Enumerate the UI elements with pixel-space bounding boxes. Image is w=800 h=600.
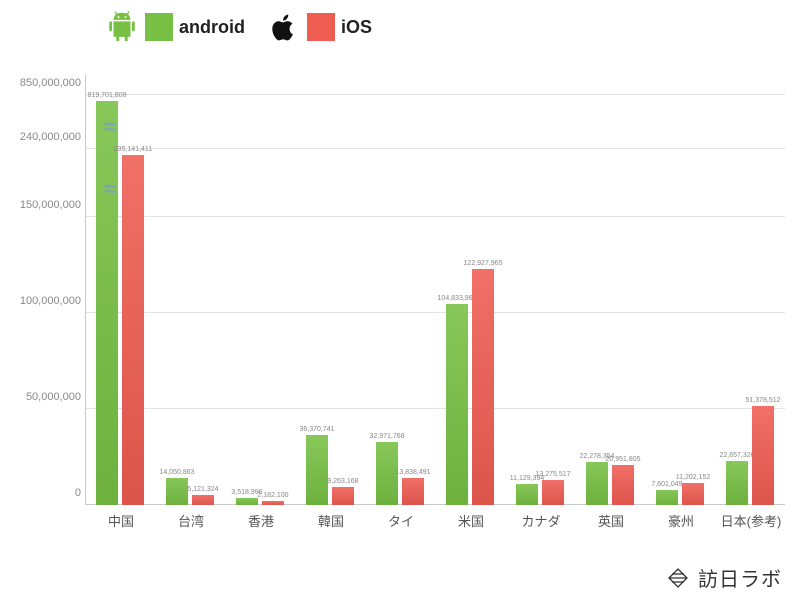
bar-ios: 2,182,100 (262, 501, 284, 505)
bar-value-label: 104,833,969 (438, 295, 477, 302)
apple-icon (267, 10, 301, 44)
bar-value-label: 14,050,863 (159, 469, 194, 476)
bar-ios: 9,263,168 (332, 487, 354, 505)
bar-ios: 51,378,512 (752, 406, 774, 505)
bar-value-label: 32,971,768 (369, 433, 404, 440)
category-label: 豪州 (668, 511, 694, 530)
footer-logo: 訪日ラボ (666, 563, 782, 592)
y-tick-label: 240,000,000 (1, 131, 81, 143)
android-icon (105, 10, 139, 44)
bar-android: 14,050,863 (166, 478, 188, 505)
axis-break-mark: ≈ (104, 120, 112, 133)
bar-ios: 235,141,411 (122, 155, 144, 505)
gridline (86, 408, 785, 409)
category-label: 韓国 (318, 511, 344, 530)
y-tick-label: 0 (1, 487, 81, 499)
bar-ios: 122,927,965 (472, 269, 494, 505)
x-axis-line (86, 504, 785, 505)
legend-swatch-android (145, 13, 173, 41)
bar-value-label: 122,927,965 (464, 260, 503, 267)
bar-ios: 20,951,805 (612, 465, 634, 505)
gridline (86, 312, 785, 313)
bar-android: 819,701,808 (96, 101, 118, 505)
bar-value-label: 5,121,324 (187, 486, 218, 493)
bar-value-label: 51,378,512 (745, 397, 780, 404)
legend-swatch-ios (307, 13, 335, 41)
y-tick-label: 100,000,000 (1, 295, 81, 307)
logo-icon (666, 566, 690, 590)
bar-value-label: 2,182,100 (257, 492, 288, 499)
legend-item-ios: iOS (267, 10, 372, 44)
category-label: 中国 (108, 511, 134, 530)
bar-android: 22,278,354 (586, 462, 608, 505)
category-label: カナダ (521, 511, 560, 530)
y-tick-label: 150,000,000 (1, 199, 81, 211)
category-label: 日本(参考) (721, 511, 782, 530)
bar-android: 36,370,741 (306, 435, 328, 505)
bar-value-label: 20,951,805 (605, 456, 640, 463)
legend: android iOS (105, 10, 372, 44)
footer-text: 訪日ラボ (698, 563, 782, 592)
category-label: 英国 (598, 511, 624, 530)
gridline (86, 216, 785, 217)
bar-value-label: 11,202,152 (676, 474, 711, 481)
bar-value-label: 22,657,326 (719, 452, 754, 459)
gridline (86, 148, 785, 149)
legend-label-ios: iOS (341, 17, 372, 38)
bar-value-label: 235,141,411 (114, 146, 152, 153)
bar-ios: 13,838,491 (402, 478, 424, 505)
chart-container: android iOS 050,000,000100,000,000150,00… (85, 10, 785, 540)
y-tick-label: 850,000,000 (1, 77, 81, 89)
bar-android: 7,601,049 (656, 490, 678, 505)
bar-value-label: 7,601,049 (651, 481, 682, 488)
gridline (86, 94, 785, 95)
legend-label-android: android (179, 17, 245, 38)
bar-value-label: 9,263,168 (327, 478, 358, 485)
category-label: 米国 (458, 511, 484, 530)
bar-ios: 5,121,324 (192, 495, 214, 505)
bar-android: 11,129,394 (516, 484, 538, 505)
axis-break-mark: ≈ (104, 182, 112, 195)
category-label: 台湾 (178, 511, 204, 530)
bar-ios: 11,202,152 (682, 483, 704, 505)
plot-area: 050,000,000100,000,000150,000,000240,000… (85, 75, 785, 505)
bar-value-label: 13,275,517 (535, 471, 570, 478)
bar-android: 22,657,326 (726, 461, 748, 505)
y-tick-label: 50,000,000 (1, 391, 81, 403)
bar-ios: 13,275,517 (542, 480, 564, 505)
bar-android: 104,833,969 (446, 304, 468, 505)
bar-value-label: 36,370,741 (299, 426, 334, 433)
bar-value-label: 13,838,491 (395, 469, 430, 476)
bar-value-label: 819,701,808 (88, 92, 127, 99)
legend-item-android: android (105, 10, 245, 44)
category-label: 香港 (248, 511, 274, 530)
bar-android: 3,518,996 (236, 498, 258, 505)
category-label: タイ (388, 511, 414, 530)
